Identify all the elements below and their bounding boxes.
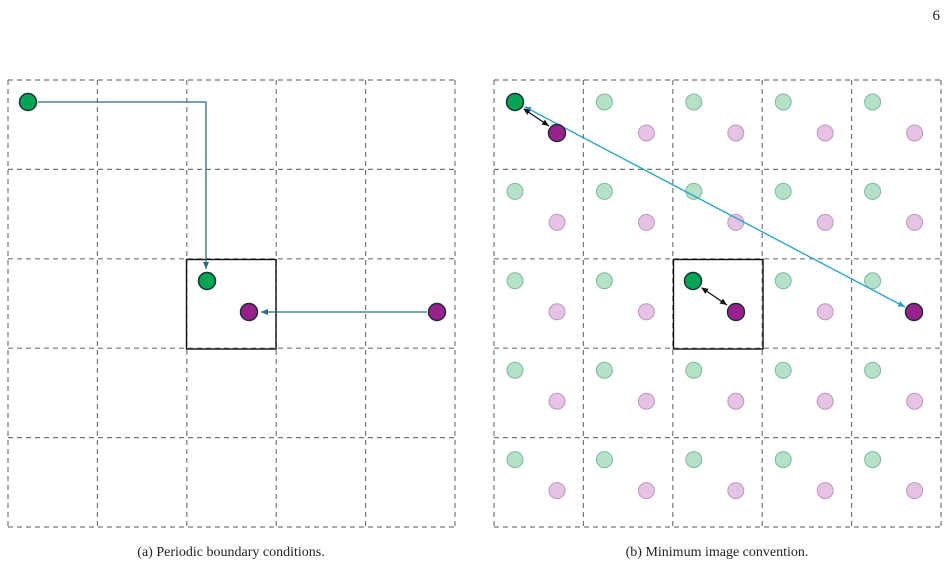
particle-purple xyxy=(726,302,746,322)
image-purple xyxy=(548,482,566,500)
image-green xyxy=(685,93,703,111)
particle-green xyxy=(18,92,38,112)
image-green xyxy=(685,182,703,200)
image-green xyxy=(506,361,524,379)
image-green xyxy=(774,361,792,379)
image-purple xyxy=(548,303,566,321)
particle-purple xyxy=(427,302,447,322)
caption: (a) Periodic boundary conditions. xyxy=(137,545,324,560)
image-purple xyxy=(637,303,655,321)
image-green xyxy=(864,182,882,200)
image-green xyxy=(685,361,703,379)
image-green xyxy=(774,182,792,200)
image-purple xyxy=(548,213,566,231)
particle-purple xyxy=(239,302,259,322)
image-green xyxy=(595,182,613,200)
image-purple xyxy=(637,213,655,231)
image-green xyxy=(595,451,613,469)
particle-purple xyxy=(904,302,924,322)
image-green xyxy=(595,361,613,379)
image-purple xyxy=(727,392,745,410)
particle-purple xyxy=(547,123,567,143)
image-green xyxy=(506,272,524,290)
arrow xyxy=(701,287,728,306)
image-purple xyxy=(548,392,566,410)
image-purple xyxy=(906,213,924,231)
grid-a xyxy=(7,79,456,528)
image-purple xyxy=(727,213,745,231)
image-green xyxy=(774,93,792,111)
image-green xyxy=(774,451,792,469)
particle-green xyxy=(683,271,703,291)
particle-green xyxy=(197,271,217,291)
arrow xyxy=(523,108,550,127)
image-purple xyxy=(637,124,655,142)
page-number: 6 xyxy=(933,8,941,24)
image-green xyxy=(864,451,882,469)
caption: (b) Minimum image convention. xyxy=(626,545,809,560)
arrow xyxy=(524,106,906,308)
image-purple xyxy=(727,124,745,142)
image-green xyxy=(864,361,882,379)
image-purple xyxy=(816,392,834,410)
image-purple xyxy=(906,482,924,500)
arrow xyxy=(38,101,209,269)
image-purple xyxy=(637,392,655,410)
image-green xyxy=(506,182,524,200)
image-purple xyxy=(727,482,745,500)
central-box xyxy=(672,258,764,350)
image-purple xyxy=(816,124,834,142)
image-green xyxy=(595,272,613,290)
image-green xyxy=(506,451,524,469)
image-purple xyxy=(906,124,924,142)
image-purple xyxy=(816,482,834,500)
image-purple xyxy=(906,392,924,410)
image-purple xyxy=(637,482,655,500)
central-box xyxy=(185,258,277,350)
image-green xyxy=(595,93,613,111)
image-green xyxy=(774,272,792,290)
image-green xyxy=(864,93,882,111)
image-purple xyxy=(816,303,834,321)
particle-green xyxy=(505,92,525,112)
image-green xyxy=(685,451,703,469)
image-purple xyxy=(816,213,834,231)
